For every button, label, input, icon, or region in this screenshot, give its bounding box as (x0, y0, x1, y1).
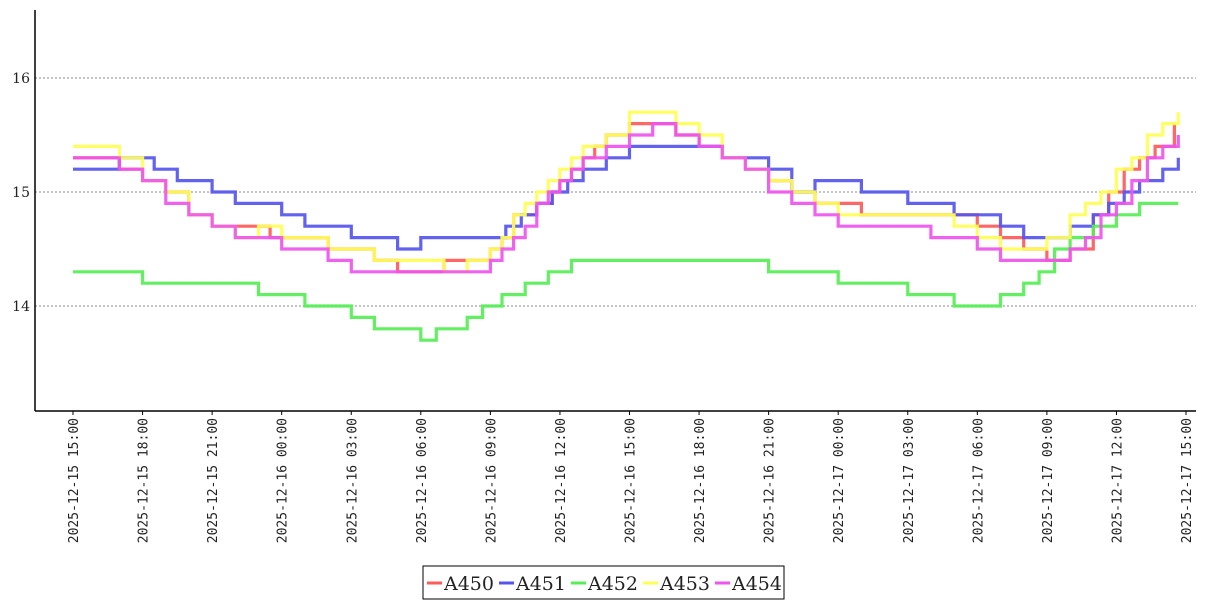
legend-label-a452: A452 (587, 573, 638, 595)
x-tick-label: 2025-12-16 03:00 (345, 418, 360, 543)
x-tick-label: 2025-12-15 21:00 (206, 418, 221, 543)
series-line-a451 (73, 144, 1180, 251)
x-tick-label: 2025-12-17 03:00 (902, 418, 917, 543)
x-tick-label: 2025-12-17 00:00 (832, 418, 847, 543)
legend-label-a454: A454 (731, 573, 782, 595)
grid-lines (35, 77, 1196, 307)
legend-label-a451: A451 (515, 573, 566, 595)
x-tick-label: 2025-12-17 09:00 (1041, 418, 1056, 543)
y-tick-label: 14 (12, 299, 30, 315)
axes (34, 10, 1196, 412)
x-tick-label: 2025-12-16 06:00 (415, 418, 430, 543)
x-tick-label: 2025-12-16 21:00 (763, 418, 778, 543)
x-tick-label: 2025-12-15 15:00 (67, 418, 82, 543)
legend-label-a453: A453 (659, 573, 710, 595)
x-tick-label: 2025-12-16 18:00 (693, 418, 708, 543)
x-tick-label: 2025-12-15 18:00 (137, 418, 152, 543)
series-line-a454 (73, 122, 1180, 274)
series-lines (73, 110, 1180, 342)
x-tick-label: 2025-12-16 15:00 (624, 418, 639, 543)
series-line-a453 (73, 110, 1180, 274)
x-tick-label: 2025-12-16 09:00 (484, 418, 499, 543)
legend-label-a450: A450 (443, 573, 494, 595)
x-tick-label: 2025-12-16 00:00 (276, 418, 291, 543)
series-line-a452 (73, 201, 1179, 342)
y-tick-label: 16 (12, 71, 30, 87)
x-tick-label: 2025-12-17 12:00 (1110, 418, 1125, 543)
x-tick-label: 2025-12-17 06:00 (971, 418, 986, 543)
y-tick-labels: 14 15 16 (12, 71, 30, 315)
legend: A450 A451 A452 A453 A454 (422, 565, 785, 600)
x-tick-label: 2025-12-16 12:00 (554, 418, 569, 543)
x-tick-labels: 2025-12-15 15:00 2025-12-15 18:00 2025-12-… (67, 411, 1195, 543)
x-tick-label: 2025-12-17 15:00 (1180, 418, 1195, 543)
y-tick-label: 15 (12, 185, 30, 201)
